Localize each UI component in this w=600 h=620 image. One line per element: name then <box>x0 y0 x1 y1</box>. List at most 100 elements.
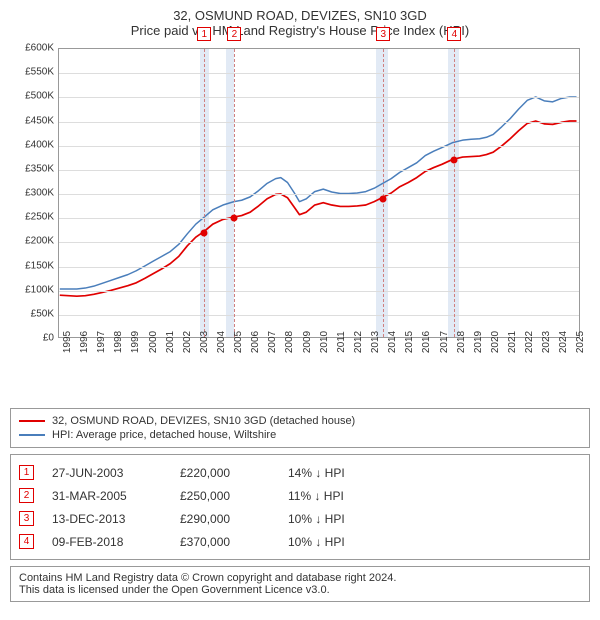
x-tick-label: 2008 <box>284 331 295 353</box>
x-tick-label: 2020 <box>490 331 501 353</box>
legend-item: HPI: Average price, detached house, Wilt… <box>19 428 581 442</box>
sale-marker-box: 4 <box>447 27 461 41</box>
sale-row: 2 31-MAR-2005 £250,000 11% ↓ HPI <box>19 484 581 507</box>
x-tick-label: 2012 <box>353 331 364 353</box>
y-tick-label: £0 <box>10 333 54 344</box>
gridline <box>59 170 579 171</box>
y-tick-label: £550K <box>10 67 54 78</box>
sale-number-box: 2 <box>19 488 34 503</box>
sale-vline <box>204 49 205 337</box>
x-tick-label: 1996 <box>79 331 90 353</box>
sale-price: £370,000 <box>180 535 270 549</box>
sale-pct-vs-hpi: 14% ↓ HPI <box>288 466 345 480</box>
y-tick-label: £300K <box>10 188 54 199</box>
chart-container: 1234 £0£50K£100K£150K£200K£250K£300K£350… <box>10 42 590 372</box>
footer-line2: This data is licensed under the Open Gov… <box>19 584 581 596</box>
y-tick-label: £400K <box>10 139 54 150</box>
x-tick-label: 2024 <box>558 331 569 353</box>
sale-date: 13-DEC-2013 <box>52 512 162 526</box>
gridline <box>59 194 579 195</box>
footer-line1: Contains HM Land Registry data © Crown c… <box>19 572 581 584</box>
sale-point-dot <box>451 157 458 164</box>
legend-panel: 32, OSMUND ROAD, DEVIZES, SN10 3GD (deta… <box>10 408 590 448</box>
sale-row: 3 13-DEC-2013 £290,000 10% ↓ HPI <box>19 507 581 530</box>
x-tick-label: 2018 <box>456 331 467 353</box>
title-line1: 32, OSMUND ROAD, DEVIZES, SN10 3GD <box>10 8 590 23</box>
sale-marker-box: 2 <box>227 27 241 41</box>
x-tick-label: 2014 <box>387 331 398 353</box>
sale-vline <box>454 49 455 337</box>
sale-date: 09-FEB-2018 <box>52 535 162 549</box>
sale-pct-vs-hpi: 10% ↓ HPI <box>288 535 345 549</box>
x-tick-label: 2000 <box>148 331 159 353</box>
footer-panel: Contains HM Land Registry data © Crown c… <box>10 566 590 602</box>
sale-marker-box: 3 <box>376 27 390 41</box>
gridline <box>59 218 579 219</box>
sale-pct-vs-hpi: 11% ↓ HPI <box>288 489 344 503</box>
legend-label: 32, OSMUND ROAD, DEVIZES, SN10 3GD (deta… <box>52 415 355 427</box>
x-tick-label: 2009 <box>302 331 313 353</box>
sale-price: £290,000 <box>180 512 270 526</box>
y-tick-label: £450K <box>10 115 54 126</box>
sale-point-dot <box>201 229 208 236</box>
sale-date: 27-JUN-2003 <box>52 466 162 480</box>
gridline <box>59 291 579 292</box>
sale-price: £220,000 <box>180 466 270 480</box>
x-tick-label: 1998 <box>113 331 124 353</box>
chart-title: 32, OSMUND ROAD, DEVIZES, SN10 3GD Price… <box>10 8 590 38</box>
x-tick-label: 2019 <box>473 331 484 353</box>
sale-marker-box: 1 <box>197 27 211 41</box>
x-tick-label: 2025 <box>575 331 586 353</box>
x-tick-label: 2016 <box>421 331 432 353</box>
gridline <box>59 315 579 316</box>
y-tick-label: £250K <box>10 212 54 223</box>
x-tick-label: 2002 <box>182 331 193 353</box>
sale-number-box: 1 <box>19 465 34 480</box>
x-tick-label: 2004 <box>216 331 227 353</box>
series-line <box>60 97 577 289</box>
x-tick-label: 2003 <box>199 331 210 353</box>
x-tick-label: 2017 <box>439 331 450 353</box>
y-tick-label: £350K <box>10 163 54 174</box>
sale-number-box: 3 <box>19 511 34 526</box>
sale-price: £250,000 <box>180 489 270 503</box>
sale-number-box: 4 <box>19 534 34 549</box>
x-tick-label: 2001 <box>165 331 176 353</box>
y-tick-label: £600K <box>10 43 54 54</box>
sale-row: 1 27-JUN-2003 £220,000 14% ↓ HPI <box>19 461 581 484</box>
sale-point-dot <box>380 195 387 202</box>
gridline <box>59 73 579 74</box>
gridline <box>59 267 579 268</box>
title-line2: Price paid vs. HM Land Registry's House … <box>10 23 590 38</box>
gridline <box>59 242 579 243</box>
sale-date: 31-MAR-2005 <box>52 489 162 503</box>
sales-panel: 1 27-JUN-2003 £220,000 14% ↓ HPI 2 31-MAR-200… <box>10 454 590 560</box>
y-tick-label: £150K <box>10 260 54 271</box>
legend-swatch <box>19 420 45 422</box>
sale-row: 4 09-FEB-2018 £370,000 10% ↓ HPI <box>19 530 581 553</box>
gridline <box>59 146 579 147</box>
y-tick-label: £100K <box>10 284 54 295</box>
x-tick-label: 2013 <box>370 331 381 353</box>
x-tick-label: 2021 <box>507 331 518 353</box>
y-tick-label: £500K <box>10 91 54 102</box>
sale-vline <box>234 49 235 337</box>
gridline <box>59 122 579 123</box>
x-tick-label: 2010 <box>319 331 330 353</box>
x-tick-label: 1999 <box>130 331 141 353</box>
sale-vline <box>383 49 384 337</box>
legend-swatch <box>19 434 45 436</box>
plot-area: 1234 <box>58 48 580 338</box>
x-tick-label: 1995 <box>62 331 73 353</box>
sale-point-dot <box>231 215 238 222</box>
x-tick-label: 2023 <box>541 331 552 353</box>
y-tick-label: £50K <box>10 308 54 319</box>
x-tick-label: 2011 <box>336 331 347 353</box>
x-tick-label: 2007 <box>267 331 278 353</box>
legend-item: 32, OSMUND ROAD, DEVIZES, SN10 3GD (deta… <box>19 414 581 428</box>
x-tick-label: 2015 <box>404 331 415 353</box>
series-svg <box>59 49 579 337</box>
sale-pct-vs-hpi: 10% ↓ HPI <box>288 512 345 526</box>
x-tick-label: 1997 <box>96 331 107 353</box>
x-tick-label: 2005 <box>233 331 244 353</box>
